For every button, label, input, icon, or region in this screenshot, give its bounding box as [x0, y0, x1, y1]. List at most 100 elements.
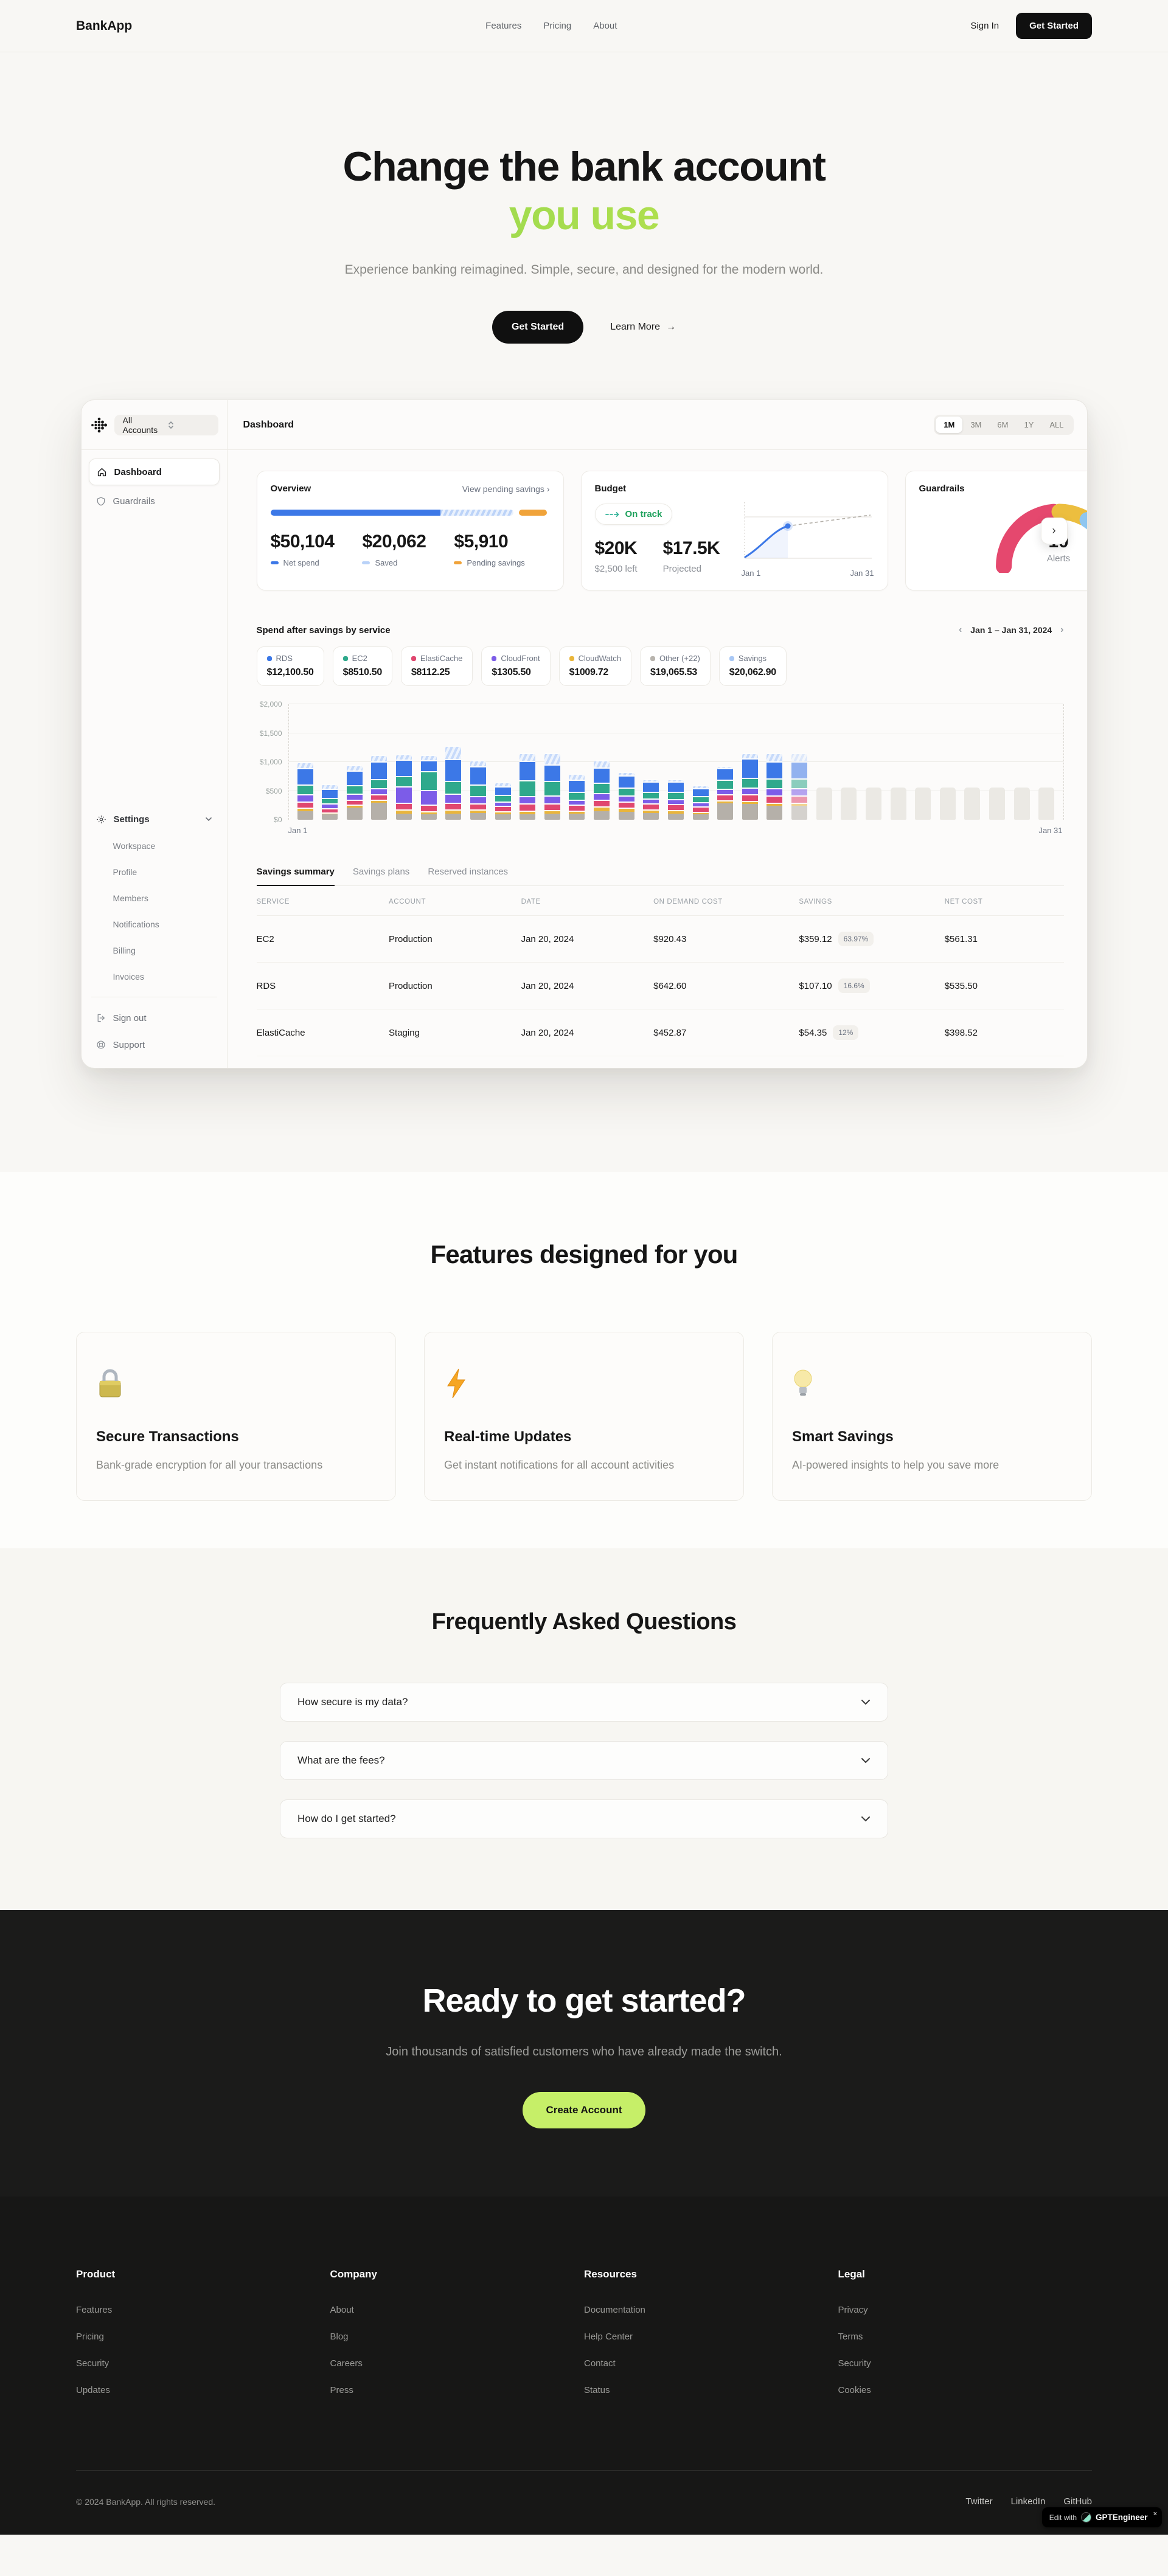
legend-chip-ec2[interactable]: EC2 $8510.50	[332, 646, 392, 687]
legend-chip-rds[interactable]: RDS $12,100.50	[256, 646, 324, 687]
gpt-engineer-badge[interactable]: Edit with GPTEngineer ×	[1041, 2507, 1162, 2528]
chart-bar-forecast[interactable]	[865, 788, 881, 820]
chart-bar[interactable]	[791, 752, 807, 820]
hero-get-started-button[interactable]: Get Started	[492, 311, 584, 344]
chart-bar[interactable]	[742, 752, 758, 820]
legend-chip-other-22-[interactable]: Other (+22) $19,065.53	[639, 646, 711, 687]
get-started-button[interactable]: Get Started	[1016, 13, 1092, 39]
footer-link-privacy[interactable]: Privacy	[838, 2305, 868, 2316]
nav-link-features[interactable]: Features	[485, 21, 522, 31]
view-pending-savings-link[interactable]: View pending savings ›	[462, 484, 550, 494]
footer-link-pricing[interactable]: Pricing	[76, 2332, 104, 2342]
social-link-github[interactable]: GitHub	[1063, 2496, 1092, 2507]
time-range-3m[interactable]: 3M	[970, 420, 982, 430]
table-row[interactable]: CloudFrontProductionJan 20, 2024$75.10$3…	[257, 1056, 1064, 1068]
chart-bar[interactable]	[594, 760, 610, 820]
chart-bar-forecast[interactable]	[964, 788, 981, 820]
table-row[interactable]: RDS Production Jan 20, 2024 $642.60 $107.10 1…	[256, 963, 1064, 1010]
chart-bar-forecast[interactable]	[841, 788, 857, 820]
footer-link-updates[interactable]: Updates	[76, 2385, 110, 2396]
chart-bar[interactable]	[470, 760, 486, 820]
footer-link-security[interactable]: Security	[76, 2358, 109, 2369]
legend-chip-cloudwatch[interactable]: CloudWatch $1009.72	[558, 646, 631, 687]
sidebar-item-sign-out[interactable]: Sign out	[89, 1005, 220, 1031]
sidebar-subitem-invoices[interactable]: Invoices	[113, 971, 144, 982]
chart-bar[interactable]	[692, 785, 709, 820]
chart-bar[interactable]	[520, 752, 536, 820]
badge-close-icon[interactable]: ×	[1153, 2510, 1157, 2518]
sidebar-subitem-members[interactable]: Members	[113, 893, 148, 903]
bar-segment-ec2	[643, 791, 659, 798]
nav-link-pricing[interactable]: Pricing	[543, 21, 572, 31]
chart-bar[interactable]	[297, 762, 313, 820]
cards-next-button[interactable]: ›	[1040, 517, 1068, 544]
tab-reserved-instances[interactable]: Reserved instances	[428, 867, 509, 878]
time-range-1y[interactable]: 1Y	[1024, 420, 1034, 430]
account-switcher[interactable]: All Accounts	[114, 414, 218, 435]
nav-link-about[interactable]: About	[593, 21, 617, 31]
tab-savings-summary[interactable]: Savings summary	[256, 867, 335, 887]
footer-link-status[interactable]: Status	[584, 2385, 610, 2396]
chart-bar-forecast[interactable]	[989, 788, 1005, 820]
tab-savings-plans[interactable]: Savings plans	[352, 867, 410, 878]
footer-link-cookies[interactable]: Cookies	[838, 2385, 871, 2396]
footer-link-about[interactable]: About	[330, 2305, 354, 2316]
sidebar-subitem-workspace[interactable]: Workspace	[113, 840, 156, 851]
chart-bar[interactable]	[544, 752, 560, 820]
chart-bar-forecast[interactable]	[915, 788, 931, 820]
faq-item[interactable]: How secure is my data?	[280, 1683, 888, 1722]
footer-link-help-center[interactable]: Help Center	[584, 2332, 633, 2342]
footer-link-features[interactable]: Features	[76, 2305, 113, 2316]
chart-bar[interactable]	[445, 746, 462, 820]
time-range-all[interactable]: ALL	[1049, 420, 1064, 430]
footer-link-press[interactable]: Press	[330, 2385, 353, 2396]
sidebar-item-support[interactable]: Support	[89, 1031, 220, 1058]
faq-item[interactable]: How do I get started?	[280, 1799, 888, 1839]
chart-bar-forecast[interactable]	[1013, 788, 1030, 820]
chart-bar-forecast[interactable]	[816, 788, 832, 820]
footer-link-blog[interactable]: Blog	[330, 2332, 349, 2342]
sidebar-item-guardrails[interactable]: Guardrails	[89, 488, 220, 514]
legend-chip-savings[interactable]: Savings $20,062.90	[718, 646, 787, 687]
learn-more-link[interactable]: Learn More →	[610, 322, 676, 333]
chart-bar[interactable]	[618, 772, 634, 820]
chart-bar[interactable]	[371, 754, 388, 820]
chart-bar-forecast[interactable]	[890, 788, 906, 820]
footer-link-contact[interactable]: Contact	[584, 2358, 616, 2369]
legend-chip-cloudfront[interactable]: CloudFront $1305.50	[481, 646, 551, 687]
footer-link-careers[interactable]: Careers	[330, 2358, 363, 2369]
chart-bar[interactable]	[495, 782, 511, 820]
chart-bar[interactable]	[322, 784, 338, 820]
table-row[interactable]: EC2 Production Jan 20, 2024 $920.43 $359.12 6…	[256, 916, 1064, 963]
footer-link-documentation[interactable]: Documentation	[584, 2305, 645, 2316]
chart-bar[interactable]	[569, 774, 585, 820]
time-range-6m[interactable]: 6M	[997, 420, 1009, 430]
chart-bar[interactable]	[667, 778, 684, 820]
chevron-left-icon[interactable]: ‹	[958, 625, 962, 635]
faq-item[interactable]: What are the fees?	[280, 1741, 888, 1781]
chart-bar-forecast[interactable]	[1038, 788, 1055, 820]
sidebar-subitem-profile[interactable]: Profile	[113, 867, 137, 877]
chart-bar[interactable]	[420, 754, 437, 820]
footer-link-terms[interactable]: Terms	[838, 2332, 863, 2342]
sidebar-item-settings[interactable]: Settings	[89, 806, 220, 833]
chart-bar[interactable]	[717, 766, 734, 820]
social-link-twitter[interactable]: Twitter	[965, 2496, 993, 2507]
sidebar-subitem-billing[interactable]: Billing	[113, 945, 136, 955]
sign-in-link[interactable]: Sign In	[970, 21, 999, 31]
create-account-button[interactable]: Create Account	[523, 2092, 645, 2129]
table-row[interactable]: ElastiCache Staging Jan 20, 2024 $452.87 $54…	[256, 1009, 1064, 1057]
chart-bar[interactable]	[643, 778, 659, 820]
social-link-linkedin[interactable]: LinkedIn	[1010, 2496, 1046, 2507]
chart-bar-forecast[interactable]	[939, 788, 956, 820]
legend-chip-elasticache[interactable]: ElastiCache $8112.25	[400, 646, 473, 687]
chart-bar[interactable]	[396, 753, 412, 820]
time-range-1m[interactable]: 1M	[936, 417, 963, 434]
bar-segment-rds	[692, 788, 709, 797]
chevron-right-icon[interactable]: ›	[1060, 625, 1064, 635]
chart-bar[interactable]	[766, 752, 783, 820]
chart-bar[interactable]	[346, 764, 363, 820]
sidebar-item-dashboard[interactable]: Dashboard	[88, 459, 220, 486]
sidebar-subitem-notifications[interactable]: Notifications	[113, 919, 159, 929]
footer-link-security[interactable]: Security	[838, 2358, 871, 2369]
